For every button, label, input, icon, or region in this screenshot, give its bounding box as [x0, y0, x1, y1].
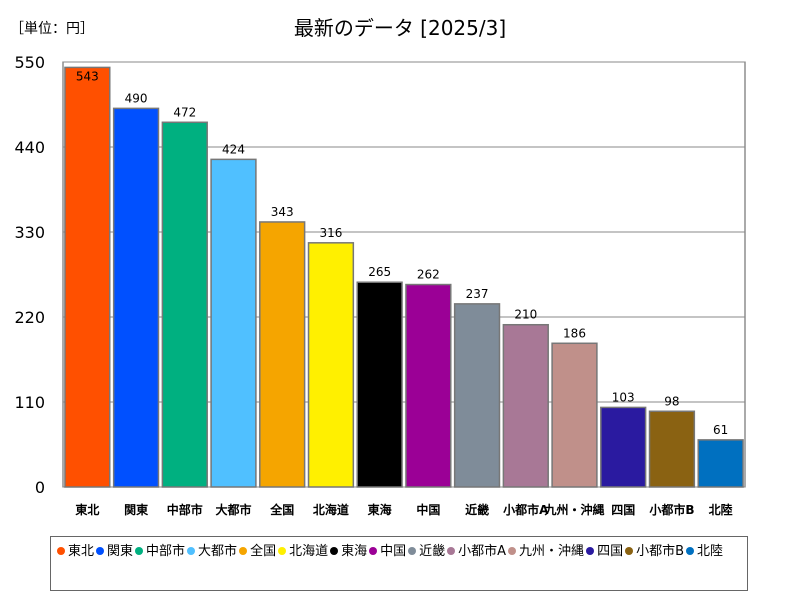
data-label: 210 — [514, 308, 537, 322]
bar — [551, 342, 598, 488]
legend-dot-icon — [278, 546, 287, 555]
x-tick-label: 関東 — [124, 502, 148, 517]
data-label: 490 — [125, 91, 148, 105]
data-label: 186 — [563, 326, 586, 340]
y-tick-label: 550 — [14, 53, 45, 72]
legend-item: 東海 — [330, 541, 367, 563]
legend-dot-icon — [187, 546, 196, 555]
legend-dot-icon — [625, 546, 634, 555]
legend-item: 東北 — [57, 541, 94, 563]
data-label: 424 — [222, 142, 245, 156]
legend-dot-icon — [330, 546, 339, 555]
legend-dot-icon — [135, 546, 144, 555]
legend-label: 東北 — [68, 544, 95, 559]
legend-dot-icon — [57, 546, 65, 555]
legend-dot-icon — [408, 546, 417, 555]
legend-item: 北海道 — [278, 541, 328, 563]
y-tick-label: 220 — [14, 308, 45, 327]
legend-item: 全国 — [239, 541, 276, 563]
y-tick-label: 110 — [14, 393, 45, 412]
legend-item: 四国 — [586, 541, 623, 563]
chart-legend: 東北 関東 中部市 大都市 全国 北海道 東海 中国 近畿 小都市A 九州・沖縄 四国 小都市B 北陸 — [50, 536, 748, 591]
bar — [161, 121, 208, 488]
unit-label: ［単位：円］ — [10, 21, 94, 37]
legend-item: 近畿 — [408, 541, 445, 563]
x-tick-label: 小都市B — [649, 502, 694, 517]
legend-item: 中部市 — [135, 541, 185, 563]
legend-label: 大都市 — [198, 544, 238, 559]
legend-dot-icon — [586, 546, 595, 555]
data-label: 316 — [319, 226, 342, 240]
y-tick-label: 0 — [35, 478, 45, 497]
legend-item: 九州・沖縄 — [508, 541, 584, 563]
legend-label: 北海道 — [289, 544, 329, 559]
x-tick-label: 全国 — [269, 502, 294, 517]
legend-dot-icon — [686, 546, 694, 555]
legend-item: 小都市A — [447, 541, 506, 563]
x-tick-label: 近畿 — [465, 502, 489, 517]
x-tick-label: 東北 — [75, 502, 99, 517]
legend-label: 東海 — [341, 544, 368, 559]
legend-label: 小都市A — [458, 544, 507, 559]
bar — [64, 66, 111, 488]
bar — [356, 281, 403, 488]
legend-label: 関東 — [107, 544, 134, 559]
x-tick-label: 北海道 — [313, 502, 349, 517]
x-tick-label: 九州・沖縄 — [543, 502, 604, 517]
legend-label: 中部市 — [146, 544, 186, 559]
legend-label: 九州・沖縄 — [519, 544, 585, 559]
x-tick-label: 中部市 — [167, 502, 203, 517]
legend-dot-icon — [369, 546, 378, 555]
bar — [405, 283, 452, 488]
data-label: 265 — [368, 265, 391, 279]
x-tick-label: 中国 — [416, 502, 440, 517]
x-tick-label: 小都市A — [503, 502, 549, 517]
data-label: 237 — [466, 287, 489, 301]
bar — [453, 303, 501, 488]
legend-item: 北陸 — [686, 541, 723, 563]
legend-dot-icon — [508, 546, 517, 555]
data-label: 103 — [612, 390, 635, 404]
legend-label: 全国 — [250, 544, 277, 559]
x-tick-label: 北陸 — [709, 502, 733, 517]
data-label: 543 — [76, 69, 99, 83]
bar — [600, 406, 647, 488]
legend-item: 小都市B — [625, 541, 684, 563]
bar — [697, 439, 744, 488]
x-tick-label: 東海 — [368, 502, 392, 517]
data-label: 343 — [271, 205, 294, 219]
legend-item: 大都市 — [187, 541, 237, 563]
bar — [112, 107, 160, 488]
y-tick-label: 330 — [14, 223, 45, 242]
data-label: 472 — [173, 105, 196, 119]
legend-dot-icon — [96, 546, 105, 555]
bar — [210, 158, 257, 488]
legend-dot-icon — [239, 546, 248, 555]
data-label: 98 — [664, 394, 679, 408]
legend-label: 近畿 — [419, 544, 446, 559]
data-label: 262 — [417, 268, 440, 282]
bar — [648, 410, 696, 488]
bar — [259, 221, 306, 488]
bar — [307, 242, 355, 488]
legend-label: 中国 — [380, 544, 407, 559]
x-tick-label: 大都市 — [215, 502, 251, 517]
legend-label: 小都市B — [636, 544, 684, 559]
legend-item: 関東 — [96, 541, 133, 563]
bar — [502, 323, 549, 488]
legend-dot-icon — [447, 546, 456, 555]
data-label: 61 — [713, 423, 728, 437]
legend-item: 中国 — [369, 541, 406, 563]
x-tick-label: 四国 — [611, 503, 635, 517]
chart-title: 最新のデータ [2025/3] — [293, 16, 507, 40]
legend-label: 四国 — [597, 544, 624, 559]
y-tick-label: 440 — [14, 138, 45, 157]
legend-label: 北陸 — [697, 544, 724, 559]
